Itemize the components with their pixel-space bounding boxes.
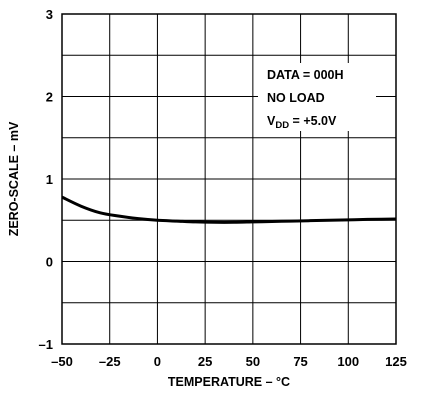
annotation-no-load: NO LOAD bbox=[267, 91, 325, 105]
x-tick-label: 50 bbox=[246, 354, 260, 369]
x-tick-label: –50 bbox=[51, 354, 73, 369]
annotation-vdd-sub: DD bbox=[275, 120, 289, 131]
series-group bbox=[61, 195, 397, 224]
y-tick-label: 2 bbox=[46, 90, 53, 105]
x-tick-label: 100 bbox=[337, 354, 359, 369]
annotation-vdd-v: V bbox=[267, 114, 276, 128]
y-tick-label: –1 bbox=[39, 337, 53, 352]
x-tick-label: 0 bbox=[154, 354, 161, 369]
y-axis-label: ZERO-SCALE – mV bbox=[7, 121, 21, 236]
x-tick-label: 25 bbox=[198, 354, 212, 369]
y-tick-label: 1 bbox=[46, 172, 53, 187]
x-tick-label: 75 bbox=[293, 354, 307, 369]
series-line bbox=[61, 195, 397, 224]
x-tick-label: 125 bbox=[385, 354, 407, 369]
x-tick-label: –25 bbox=[99, 354, 121, 369]
annotation-background bbox=[258, 63, 376, 131]
annotation-vdd-value: = +5.0V bbox=[289, 114, 337, 128]
x-axis-label: TEMPERATURE – °C bbox=[168, 375, 290, 389]
x-axis-ticks: –50 –25 0 25 50 75 100 125 bbox=[51, 354, 407, 369]
annotation-vdd: VDD = +5.0V bbox=[267, 114, 337, 131]
y-tick-label: 3 bbox=[46, 7, 53, 22]
annotation-data: DATA = 000H bbox=[267, 68, 344, 82]
y-axis-ticks: –1 0 1 2 3 bbox=[39, 7, 53, 352]
plot-frame bbox=[61, 13, 397, 345]
y-tick-label: 0 bbox=[46, 255, 53, 270]
